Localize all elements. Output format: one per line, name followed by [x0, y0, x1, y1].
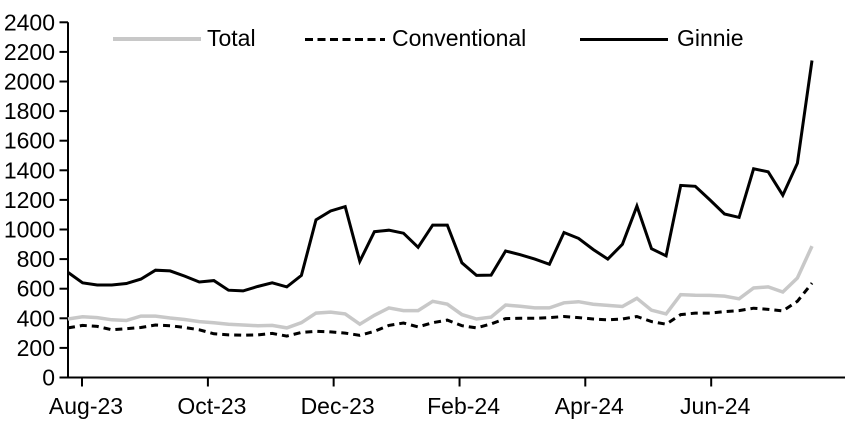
conventional-line-swatch: [305, 38, 385, 41]
ginnie-line-swatch: [580, 38, 668, 41]
x-tick-label: Dec-23: [301, 393, 375, 419]
y-tick-label: 400: [17, 305, 55, 331]
y-tick-label: 1200: [4, 187, 55, 213]
y-tick-label: 1800: [4, 98, 55, 124]
total-line-swatch: [113, 37, 201, 41]
y-tick-label: 1400: [4, 157, 55, 183]
y-tick-label: 2200: [4, 39, 55, 65]
y-tick-label: 2400: [4, 9, 55, 35]
ginnie-line: [67, 60, 814, 293]
total-line: [67, 245, 814, 330]
y-tick-label: 0: [42, 365, 55, 391]
x-tick-label: Feb-24: [427, 393, 500, 419]
y-tick-label: 800: [17, 246, 55, 272]
legend-label-ginnie: Ginnie: [677, 25, 744, 51]
y-tick-label: 200: [17, 335, 55, 361]
x-tick-label: Apr-24: [555, 393, 624, 419]
legend-label-total: Total: [207, 25, 256, 51]
y-tick-label: 1600: [4, 128, 55, 154]
conventional-line: [67, 282, 814, 338]
legend-label-conventional: Conventional: [392, 25, 527, 51]
x-tick-label: Jun-24: [680, 393, 751, 419]
y-tick-label: 600: [17, 276, 55, 302]
x-tick-label: Aug-23: [49, 393, 123, 419]
x-tick-label: Oct-23: [177, 393, 246, 419]
y-tick-label: 1000: [4, 217, 55, 243]
y-tick-label: 2000: [4, 69, 55, 95]
axis-frame: [67, 22, 845, 379]
